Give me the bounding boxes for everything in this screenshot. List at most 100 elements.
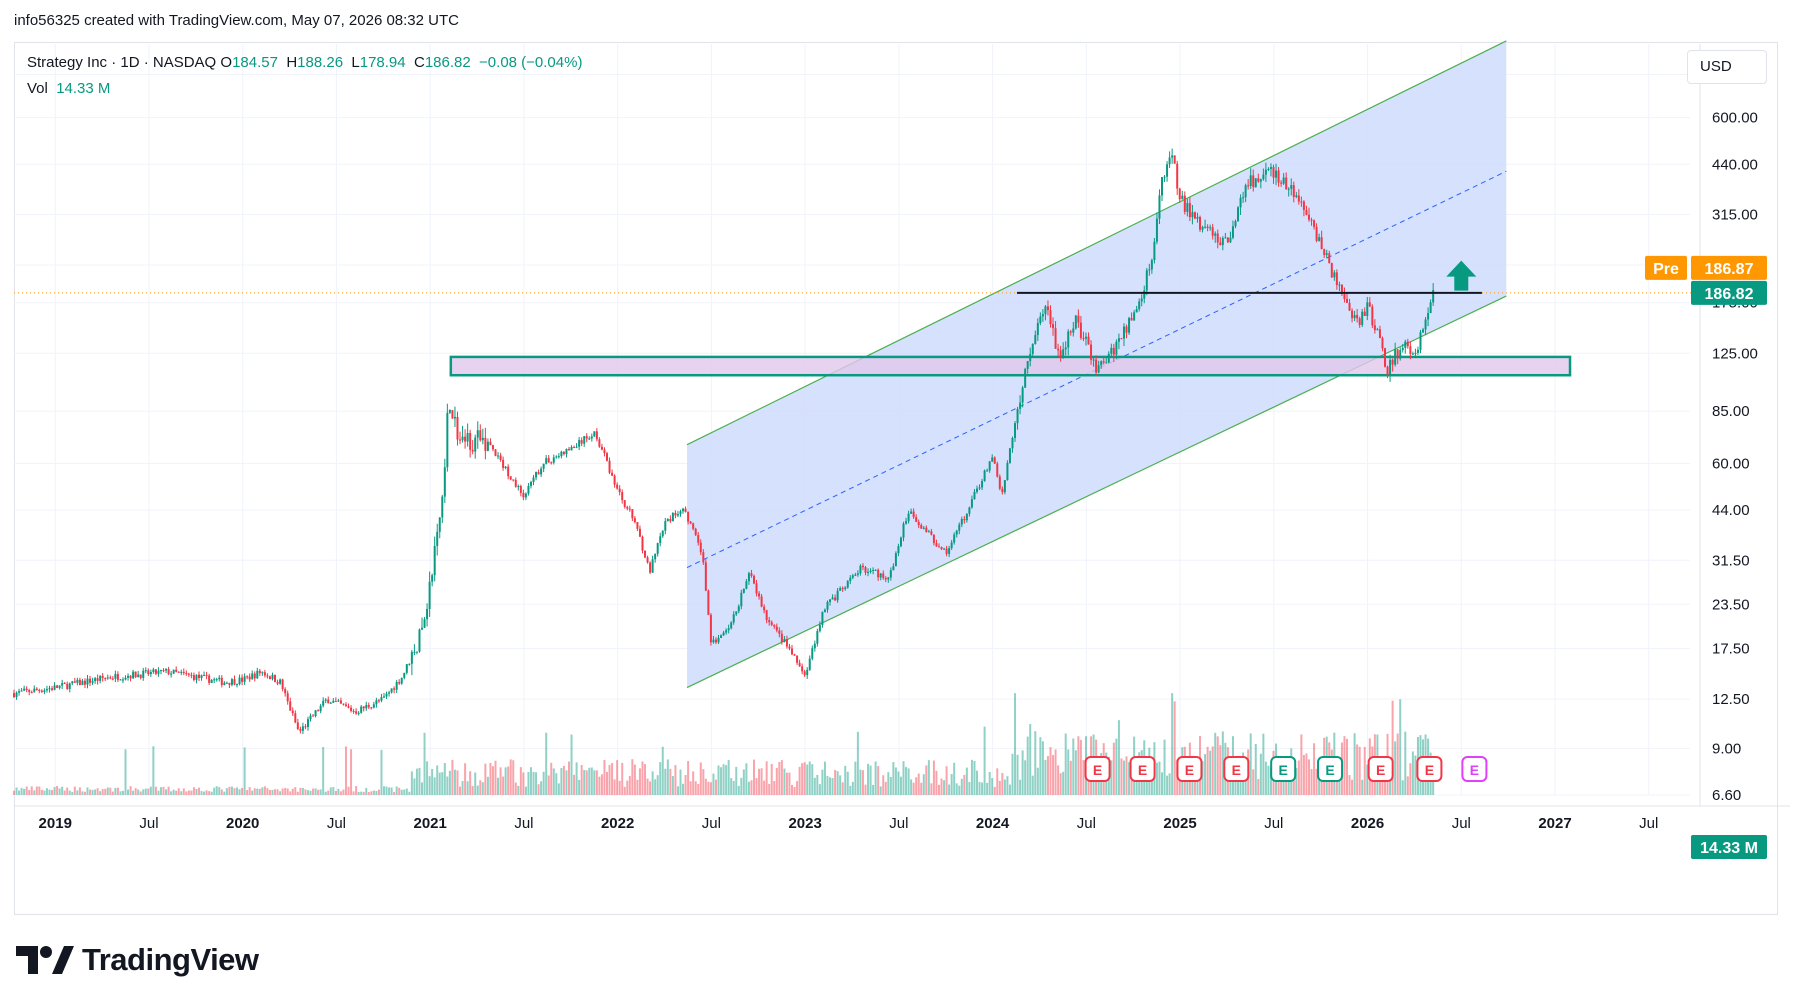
symbol-title[interactable]: Strategy Inc · 1D · NASDAQ [27,54,217,71]
channel-mid-line[interactable] [686,170,1507,569]
volume-bar [1115,738,1118,795]
volume-bar [765,761,768,795]
candle-body [621,492,624,501]
price-tick-label: 600.00 [1712,110,1758,127]
candle-body [459,439,462,441]
volume-bar [1209,750,1212,795]
candle-body [474,437,477,452]
candle-body [1138,301,1141,310]
candle-body [682,508,685,512]
up-arrow-icon[interactable] [1446,260,1477,291]
volume-bar [1267,765,1270,795]
candle-body [484,437,487,451]
candle-body [137,674,140,678]
volume-bar [309,790,312,795]
volume-bar [365,787,368,795]
volume-bar [826,775,829,795]
volume-bar [83,791,86,795]
candle-body [552,457,555,463]
volume-bar [829,777,832,795]
candle-body [692,523,695,529]
volume-bar [215,786,218,795]
volume-bar [372,790,375,795]
volume-bar [367,791,370,795]
volume-bar [187,790,190,795]
candle-body [1171,155,1174,158]
candle-body [83,680,86,685]
volume-bar [621,762,624,795]
candle-body [887,577,890,580]
candle-body [1320,237,1323,250]
candle-body [215,679,218,681]
candle-body [210,679,213,683]
candle-body [124,677,127,680]
candle-body [1112,347,1115,355]
candle-body [1409,346,1412,354]
earnings-marker-icon[interactable]: E [1176,756,1203,782]
earnings-marker-icon[interactable]: E [1270,756,1297,782]
support-zone-box[interactable] [449,355,1572,377]
currency-button[interactable]: USD [1687,50,1767,84]
candle-body [1313,220,1316,227]
last-price-badge-bg [1691,280,1767,305]
volume-bar [1077,736,1080,795]
candle-body [937,546,940,548]
volume-bar [692,771,695,795]
price-tick-label: 6.60 [1712,787,1741,804]
volume-bar [631,759,634,795]
candle-body [1199,216,1202,230]
candle-body [644,550,647,558]
channel-upper-line[interactable] [686,40,1507,446]
earnings-marker-icon[interactable]: E [1223,756,1250,782]
candle-body [745,581,748,589]
earnings-marker-icon[interactable]: E [1084,756,1111,782]
candle-body [1328,253,1331,264]
candle-body [1155,218,1158,242]
candle-body [588,438,591,440]
candle-body [626,506,629,509]
candle-body [15,692,18,697]
candle-body [1290,185,1293,189]
volume-value: 14.33 M [56,80,111,97]
candle-body [755,583,758,594]
volume-bar [603,760,606,795]
volume-bar [497,777,500,795]
volume-bar [165,789,168,795]
candle-body [1115,341,1118,355]
volume-bar [213,787,216,795]
volume-bar [200,791,203,795]
volume-bar [139,791,142,795]
candle-body [889,570,892,578]
candle-body [722,632,725,636]
candle-body [372,704,375,708]
candle-body [1361,311,1364,326]
earnings-marker-icon[interactable]: E [1416,756,1443,782]
volume-bar [43,790,46,795]
volume-bar [403,789,406,795]
earnings-marker-icon[interactable]: E [1129,756,1156,782]
candle-body [1122,326,1125,339]
candle-body [76,679,79,683]
volume-bar [350,749,353,795]
candle-body [23,688,26,691]
tradingview-logo[interactable]: TradingView [16,942,259,978]
candle-body [327,699,330,704]
volume-bar [443,762,446,795]
volume-bar [836,771,839,795]
volume-bar [266,788,269,795]
volume-bar [339,791,342,795]
earnings-marker-icon[interactable]: E [1317,756,1344,782]
volume-bar [1079,739,1082,795]
candle-body [1242,197,1245,199]
candle-body [433,545,436,576]
earnings-marker-icon[interactable]: E [1367,756,1394,782]
volume-bar [332,787,335,795]
candle-body [869,570,872,572]
candle-body [1269,167,1272,169]
earnings-badge [1223,756,1250,782]
volume-bar [1378,770,1381,795]
earnings-marker-icon[interactable]: E [1461,756,1488,782]
volume-bar [421,782,424,795]
volume-bar [654,779,657,795]
